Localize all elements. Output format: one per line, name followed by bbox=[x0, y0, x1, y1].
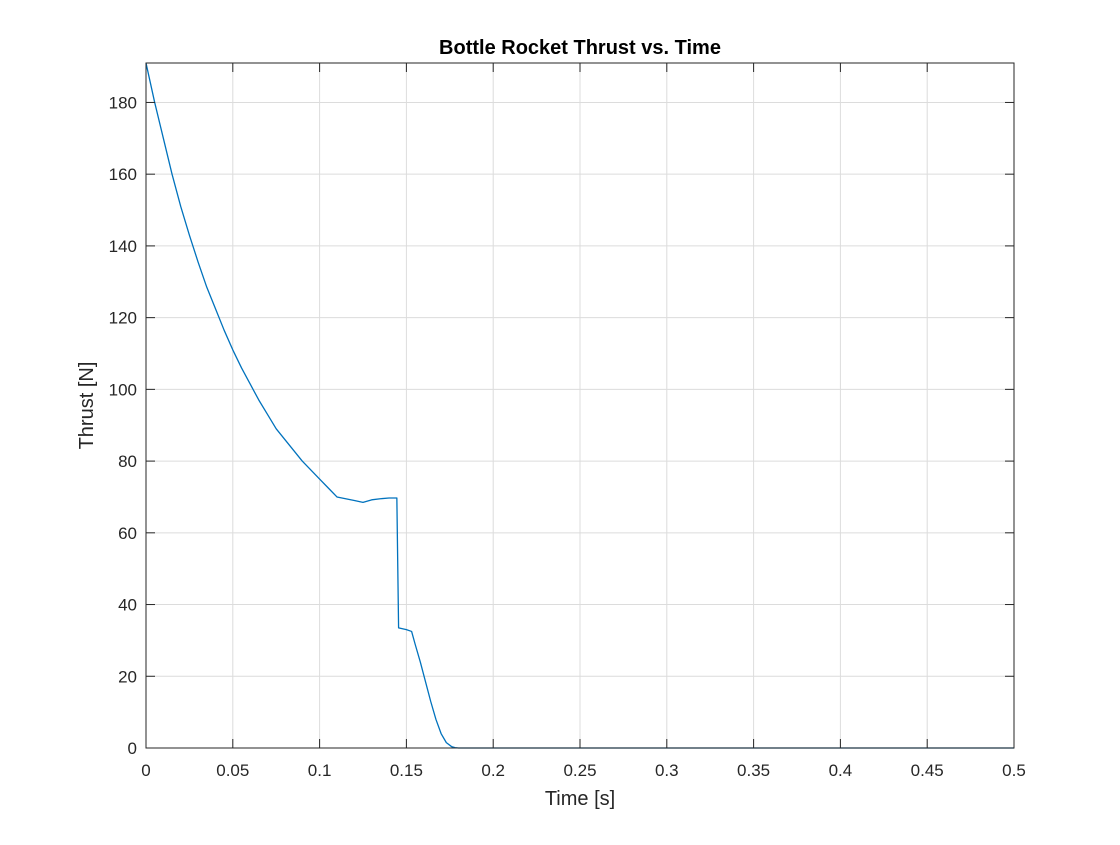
x-tick-label: 0.4 bbox=[829, 761, 853, 780]
x-tick-label: 0.05 bbox=[216, 761, 249, 780]
x-tick-label: 0.5 bbox=[1002, 761, 1026, 780]
x-tick-label: 0.15 bbox=[390, 761, 423, 780]
y-tick-label: 0 bbox=[128, 739, 137, 758]
x-tick-label: 0 bbox=[141, 761, 150, 780]
y-tick-labels: 0 20 40 60 80 100 120 140 160 180 bbox=[109, 93, 137, 758]
y-tick-label: 20 bbox=[118, 667, 137, 686]
y-tick-label: 160 bbox=[109, 165, 137, 184]
y-axis-label: Thrust [N] bbox=[76, 362, 98, 450]
chart-title: Bottle Rocket Thrust vs. Time bbox=[439, 37, 721, 59]
x-tick-label: 0.3 bbox=[655, 761, 679, 780]
x-tick-label: 0.2 bbox=[481, 761, 505, 780]
x-tick-label: 0.25 bbox=[563, 761, 596, 780]
grid bbox=[146, 63, 1014, 748]
x-axis-label: Time [s] bbox=[545, 788, 615, 810]
x-tick-label: 0.45 bbox=[911, 761, 944, 780]
y-tick-label: 60 bbox=[118, 524, 137, 543]
y-tick-label: 180 bbox=[109, 93, 137, 112]
y-tick-label: 40 bbox=[118, 596, 137, 615]
x-tick-label: 0.35 bbox=[737, 761, 770, 780]
x-tick-labels: 0 0.05 0.1 0.15 0.2 0.25 0.3 0.35 0.4 0.45 0.5 bbox=[141, 761, 1026, 780]
ticks bbox=[145, 63, 1015, 749]
y-tick-label: 80 bbox=[118, 452, 137, 471]
y-tick-label: 120 bbox=[109, 309, 137, 328]
y-tick-label: 140 bbox=[109, 237, 137, 256]
y-tick-label: 100 bbox=[109, 380, 137, 399]
x-tick-label: 0.1 bbox=[308, 761, 332, 780]
